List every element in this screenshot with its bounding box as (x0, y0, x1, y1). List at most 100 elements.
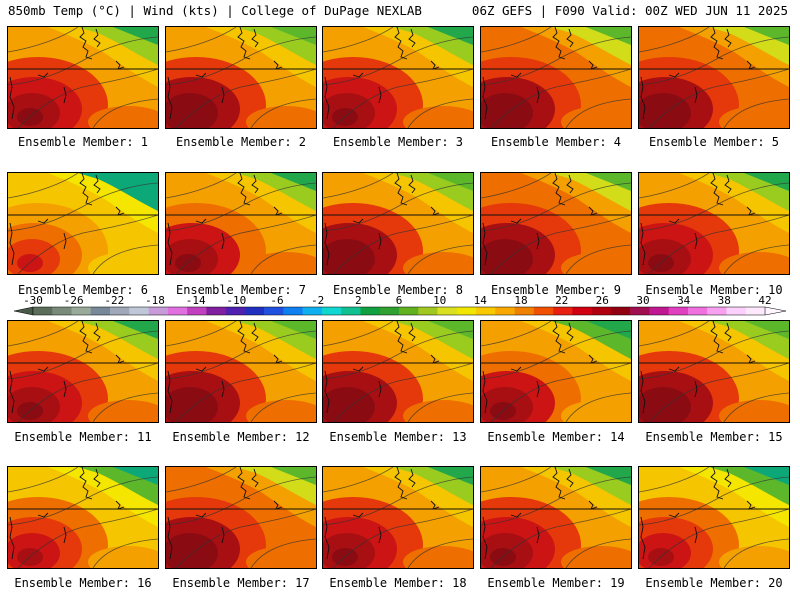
colorbar-swatch (418, 307, 438, 315)
ensemble-member-panel (638, 26, 790, 129)
ensemble-member-panel (322, 26, 474, 129)
colorbar-swatch (707, 307, 727, 315)
colorbar-tick-label: 2 (355, 294, 362, 307)
colorbar-swatch (148, 307, 169, 315)
colorbar-swatch (591, 307, 612, 315)
ensemble-member-label: Ensemble Member: 14 (487, 430, 625, 444)
colorbar-tick-label: 26 (596, 294, 609, 307)
temperature-map (323, 467, 473, 568)
colorbar-swatch (33, 307, 53, 315)
colorbar-tick-label: -6 (270, 294, 283, 307)
ensemble-member-panel (480, 26, 632, 129)
ensemble-member-panel (322, 466, 474, 569)
colorbar-tick-label: -18 (145, 294, 165, 307)
temperature-map (8, 27, 158, 128)
ensemble-member-panel (480, 320, 632, 423)
colorbar-swatch (264, 307, 284, 315)
ensemble-member-panel (165, 466, 317, 569)
colorbar-tick-label: 14 (474, 294, 488, 307)
colorbar-swatch (649, 307, 669, 315)
colorbar-swatch (129, 307, 149, 315)
colorbar-swatch (456, 307, 477, 315)
colorbar-tick-label: 34 (677, 294, 691, 307)
colorbar-tick-label: 18 (514, 294, 527, 307)
ensemble-member-label: Ensemble Member: 13 (329, 430, 467, 444)
temperature-map (8, 173, 158, 274)
colorbar-swatch (610, 307, 631, 315)
colorbar-swatch (90, 307, 111, 315)
colorbar-tick-label: -2 (311, 294, 324, 307)
temperature-map (481, 467, 631, 568)
colorbar-tick-label: 6 (396, 294, 403, 307)
colorbar-swatch (321, 307, 342, 315)
ensemble-member-label: Ensemble Member: 12 (172, 430, 310, 444)
ensemble-member-label: Ensemble Member: 18 (329, 576, 467, 590)
ensemble-member-panel (165, 172, 317, 275)
ensemble-member-panel (638, 172, 790, 275)
ensemble-member-label: Ensemble Member: 10 (645, 283, 783, 297)
colorbar-swatch (187, 307, 207, 315)
temperature-map (481, 321, 631, 422)
colorbar-swatch (572, 307, 592, 315)
ensemble-member-panel (165, 26, 317, 129)
ensemble-member-panel (322, 320, 474, 423)
ensemble-member-label: Ensemble Member: 15 (645, 430, 783, 444)
colorbar-tick-label: 30 (636, 294, 649, 307)
colorbar-tick-label: 22 (555, 294, 568, 307)
ensemble-member-label: Ensemble Member: 11 (14, 430, 152, 444)
colorbar-swatch (630, 307, 650, 315)
colorbar-tick-label: 38 (718, 294, 731, 307)
ensemble-member-panel (165, 320, 317, 423)
ensemble-member-panel (638, 466, 790, 569)
colorbar-swatch (533, 307, 554, 315)
ensemble-member-label: Ensemble Member: 20 (645, 576, 783, 590)
colorbar-swatch (687, 307, 708, 315)
temperature-map (8, 467, 158, 568)
colorbar-swatch (360, 307, 381, 315)
ensemble-member-label: Ensemble Member: 19 (487, 576, 625, 590)
ensemble-member-label: Ensemble Member: 2 (175, 135, 307, 149)
ensemble-member-panel (7, 320, 159, 423)
ensemble-member-panel (322, 172, 474, 275)
colorbar-swatch (110, 307, 130, 315)
colorbar-swatch (476, 307, 496, 315)
ensemble-member-label: Ensemble Member: 4 (490, 135, 622, 149)
colorbar-swatch (745, 307, 766, 315)
ensemble-member-label: Ensemble Member: 17 (172, 576, 310, 590)
temperature-map (8, 321, 158, 422)
temperature-colorbar: -30 -26 -22 -18 -14 -10 -6 -2 2 6 10 14 18 22 26 30 34 38… (13, 294, 787, 316)
ensemble-member-label: Ensemble Member: 16 (14, 576, 152, 590)
colorbar-swatch (514, 307, 535, 315)
colorbar-swatch (399, 307, 419, 315)
colorbar-swatch (206, 307, 226, 315)
ensemble-member-panel (480, 466, 632, 569)
colorbar-tick-label: 10 (433, 294, 446, 307)
temperature-map (166, 27, 316, 128)
temperature-map (323, 173, 473, 274)
chart-title: 850mb Temp (°C) | Wind (kts) | College o… (8, 3, 422, 18)
ensemble-member-label: Ensemble Member: 8 (332, 283, 464, 297)
temperature-map (323, 27, 473, 128)
colorbar-tick-label: -22 (104, 294, 124, 307)
colorbar-tick-label: -26 (64, 294, 84, 307)
temperature-map (323, 321, 473, 422)
colorbar-swatch (283, 307, 303, 315)
colorbar-swatch (668, 307, 689, 315)
colorbar-swatch (52, 307, 72, 315)
temperature-map (639, 321, 789, 422)
ensemble-member-panel (7, 172, 159, 275)
colorbar-swatch (495, 307, 515, 315)
colorbar-tick-label: -14 (186, 294, 206, 307)
temperature-map (639, 173, 789, 274)
colorbar-swatch (302, 307, 323, 315)
ensemble-member-label: Ensemble Member: 5 (648, 135, 780, 149)
ensemble-member-panel (638, 320, 790, 423)
ensemble-member-label: Ensemble Member: 7 (175, 283, 307, 297)
colorbar-swatch (341, 307, 361, 315)
temperature-map (166, 321, 316, 422)
run-valid-time: 06Z GEFS | F090 Valid: 00Z WED JUN 11 20… (471, 3, 788, 18)
ensemble-member-label: Ensemble Member: 1 (17, 135, 149, 149)
colorbar-swatch (225, 307, 246, 315)
colorbar-tick-label: 42 (758, 294, 771, 307)
temperature-map (166, 467, 316, 568)
